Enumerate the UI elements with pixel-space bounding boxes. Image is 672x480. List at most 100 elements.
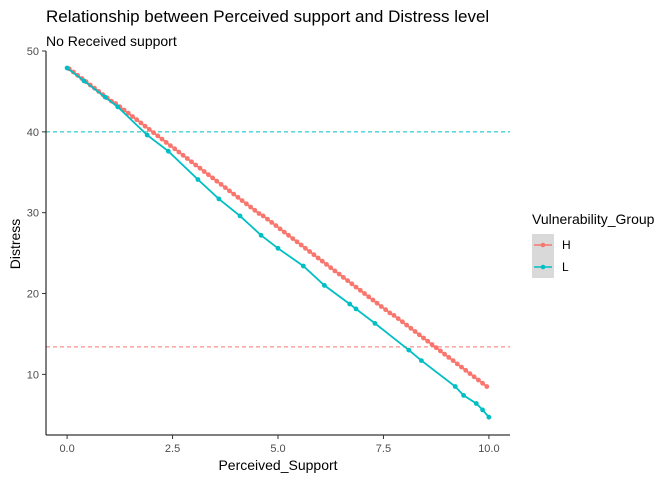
data-point — [324, 262, 329, 267]
data-point — [81, 78, 87, 84]
data-point — [286, 232, 291, 238]
data-point — [102, 94, 108, 100]
data-point — [372, 321, 378, 326]
data-point — [438, 348, 443, 354]
data-point — [332, 268, 338, 274]
data-point — [216, 196, 222, 202]
data-point — [341, 275, 346, 280]
data-point — [315, 255, 321, 261]
data-point — [357, 287, 363, 293]
data-point — [235, 194, 241, 200]
data-point — [433, 345, 439, 351]
series-l — [64, 65, 492, 420]
data-point — [319, 258, 325, 264]
data-point — [180, 152, 186, 158]
data-point — [311, 252, 317, 258]
data-point — [378, 304, 384, 309]
data-point — [362, 291, 367, 296]
data-point — [429, 342, 435, 347]
data-point — [480, 407, 485, 413]
data-point — [265, 216, 270, 222]
data-point — [476, 377, 481, 383]
data-point — [421, 335, 426, 341]
data-point — [222, 185, 228, 191]
y-tick-label: 30 — [27, 208, 39, 220]
data-point — [206, 172, 211, 178]
data-point — [454, 361, 460, 367]
plot-area — [46, 65, 510, 420]
data-point — [298, 242, 304, 248]
data-point — [227, 188, 232, 194]
series-line — [68, 68, 488, 388]
x-tick-label: 2.5 — [165, 443, 180, 455]
data-point — [404, 322, 410, 328]
data-point — [189, 159, 194, 165]
data-point — [256, 211, 262, 216]
x-tick-label: 0.0 — [59, 443, 74, 455]
data-point — [328, 265, 334, 271]
data-point — [193, 162, 199, 168]
y-axis-ticks: 10 20 30 40 50 — [27, 46, 46, 381]
y-tick-label: 10 — [27, 369, 39, 381]
data-point — [349, 281, 355, 287]
data-point — [459, 364, 464, 370]
data-point — [125, 110, 131, 116]
data-point — [134, 117, 140, 123]
data-point — [391, 313, 397, 318]
data-point — [195, 177, 201, 182]
data-point — [115, 104, 121, 110]
data-point — [248, 204, 254, 210]
data-point — [406, 347, 412, 353]
chart-subtitle: No Received support — [46, 33, 177, 49]
data-point — [214, 178, 220, 184]
data-point — [303, 245, 308, 251]
data-point — [419, 358, 424, 363]
data-point — [184, 156, 190, 161]
data-point — [237, 213, 243, 219]
data-point — [486, 414, 492, 420]
x-axis-title: Perceived_Support — [218, 457, 337, 473]
data-point — [452, 384, 458, 389]
data-point — [400, 319, 405, 325]
data-point — [210, 175, 216, 181]
data-point — [366, 294, 372, 300]
data-point — [151, 130, 157, 136]
data-point — [383, 307, 388, 313]
series-line — [66, 67, 490, 418]
data-point — [467, 371, 473, 376]
data-point — [260, 213, 266, 219]
data-point — [374, 300, 380, 306]
data-point — [258, 232, 264, 238]
y-axis-title: Distress — [7, 219, 23, 270]
legend-key-l-point — [540, 264, 546, 270]
data-point — [353, 306, 359, 312]
data-point — [155, 133, 161, 139]
series-h — [66, 66, 490, 389]
data-point — [231, 191, 237, 197]
data-point — [244, 201, 249, 207]
y-tick-label: 20 — [27, 289, 39, 301]
data-point — [395, 316, 401, 321]
legend-label-l: L — [562, 260, 569, 274]
x-axis-ticks: 0.0 2.5 5.0 7.5 10.0 — [59, 435, 500, 455]
data-point — [387, 310, 393, 316]
data-point — [461, 393, 466, 398]
y-tick-label: 40 — [27, 127, 39, 139]
data-point — [146, 126, 152, 132]
data-point — [408, 325, 414, 331]
data-point — [197, 165, 203, 171]
data-point — [144, 132, 150, 138]
legend-title: Vulnerability_Group — [532, 211, 655, 227]
legend-label-h: H — [562, 238, 571, 252]
data-point — [163, 140, 169, 145]
reference-lines — [46, 131, 510, 348]
data-point — [442, 351, 447, 357]
data-point — [412, 329, 418, 334]
x-tick-label: 5.0 — [270, 443, 285, 455]
data-point — [165, 148, 171, 154]
data-point — [463, 367, 469, 373]
data-point — [307, 249, 312, 254]
data-point — [142, 123, 148, 129]
data-point — [446, 355, 452, 360]
